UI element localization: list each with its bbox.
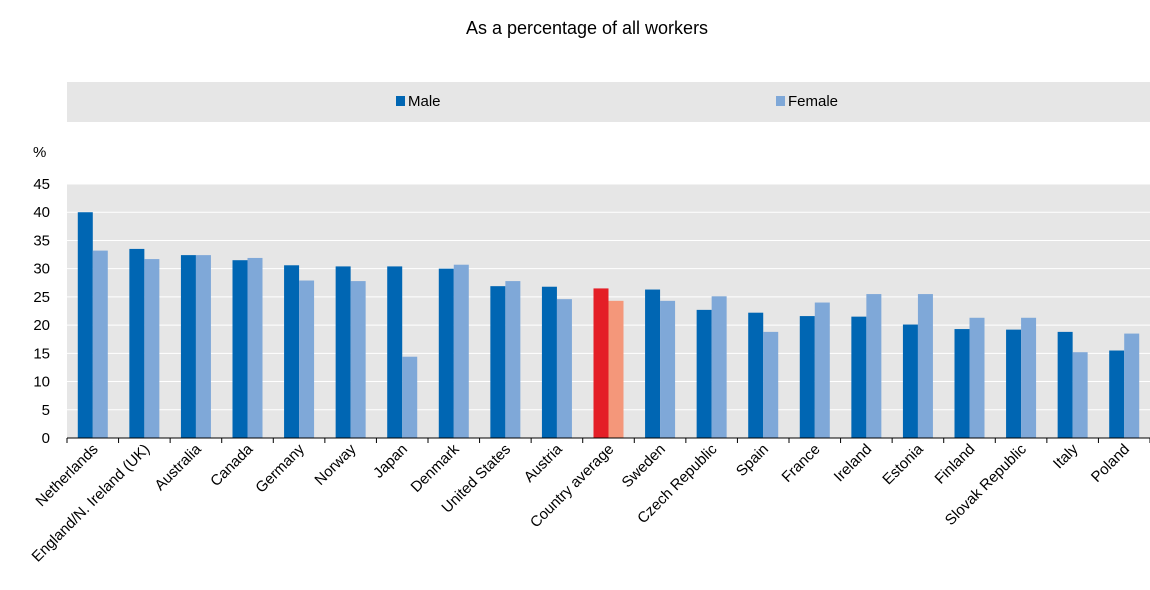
x-tick-label: Austria — [521, 440, 566, 485]
y-tick-label: 30 — [33, 261, 50, 278]
bar-male-italy — [1057, 331, 1073, 438]
legend-swatch-male — [396, 96, 405, 106]
y-tick-label: 15 — [33, 345, 50, 362]
y-tick-label: 45 — [33, 176, 50, 193]
x-tick-label: Japan — [370, 441, 411, 482]
x-tick-label: Estonia — [879, 440, 927, 488]
y-tick-label: 5 — [42, 402, 50, 419]
legend: Male Female — [396, 93, 838, 110]
bar-male-estonia — [902, 324, 918, 438]
chart-title: As a percentage of all workers — [466, 18, 708, 38]
bar-male-czech-republic — [696, 309, 712, 438]
bar-male-poland — [1109, 350, 1125, 438]
bar-male-slovak-republic — [1006, 329, 1022, 438]
bar-female-italy — [1072, 352, 1088, 438]
legend-label-male: Male — [408, 93, 441, 110]
bar-male-sweden — [645, 289, 661, 438]
bar-male-austria — [541, 286, 557, 438]
y-tick-label: 25 — [33, 289, 50, 306]
y-tick-label: 0 — [42, 430, 50, 447]
bar-male-united-states — [490, 286, 506, 438]
bar-female-finland — [969, 317, 985, 438]
bar-female-england-n-ireland-uk — [144, 259, 160, 438]
x-tick-label: Ireland — [831, 441, 875, 485]
bar-female-country-average — [608, 300, 624, 438]
bar-female-estonia — [917, 294, 933, 438]
x-tick-label: Sweden — [619, 441, 669, 491]
bar-female-austria — [556, 299, 572, 438]
bar-male-japan — [387, 266, 403, 438]
bar-male-ireland — [851, 316, 867, 438]
bar-female-germany — [299, 280, 315, 438]
legend-label-female: Female — [788, 93, 838, 110]
bar-female-spain — [763, 331, 779, 438]
x-tick-label: France — [779, 441, 824, 486]
bar-male-england-n-ireland-uk — [129, 248, 145, 438]
bar-female-norway — [350, 281, 366, 438]
y-tick-label: 10 — [33, 374, 50, 391]
bar-male-country-average — [593, 288, 609, 438]
bar-female-canada — [247, 257, 263, 438]
x-tick-label: Poland — [1088, 441, 1133, 486]
y-axis-ticks: 0 5 10 15 20 25 30 35 40 45 — [33, 176, 50, 447]
x-tick-label: Canada — [207, 440, 257, 490]
bar-male-france — [799, 316, 815, 438]
bar-female-slovak-republic — [1021, 317, 1037, 438]
bar-female-japan — [402, 356, 418, 438]
bar-female-czech-republic — [711, 296, 727, 438]
legend-swatch-female — [776, 96, 785, 106]
bar-female-netherlands — [92, 250, 108, 438]
bar-male-australia — [180, 255, 196, 438]
x-tick-label: Italy — [1050, 440, 1082, 472]
x-tick-label: Spain — [733, 441, 772, 480]
bar-male-canada — [232, 260, 248, 438]
y-tick-label: 40 — [33, 204, 50, 221]
bar-female-sweden — [660, 300, 676, 438]
x-tick-label: Norway — [311, 440, 359, 488]
bar-female-france — [814, 302, 830, 438]
bar-female-poland — [1124, 333, 1140, 438]
bar-male-spain — [748, 312, 764, 438]
y-tick-label: 35 — [33, 232, 50, 249]
bar-male-finland — [954, 329, 970, 438]
bar-female-denmark — [453, 264, 469, 438]
bar-male-denmark — [438, 268, 454, 438]
bar-female-australia — [195, 255, 211, 438]
bar-male-norway — [335, 266, 351, 438]
y-tick-label: 20 — [33, 317, 50, 334]
x-axis — [66, 437, 1150, 443]
bar-male-germany — [284, 265, 300, 438]
y-axis-label: % — [33, 144, 46, 161]
bar-male-netherlands — [77, 212, 93, 438]
x-tick-label: Germany — [252, 440, 308, 496]
legend-background — [67, 82, 1150, 122]
bars — [77, 212, 1140, 438]
bar-female-united-states — [505, 281, 521, 438]
x-tick-label: Finland — [932, 441, 979, 488]
x-tick-label: Australia — [151, 440, 205, 494]
bar-female-ireland — [866, 294, 882, 438]
